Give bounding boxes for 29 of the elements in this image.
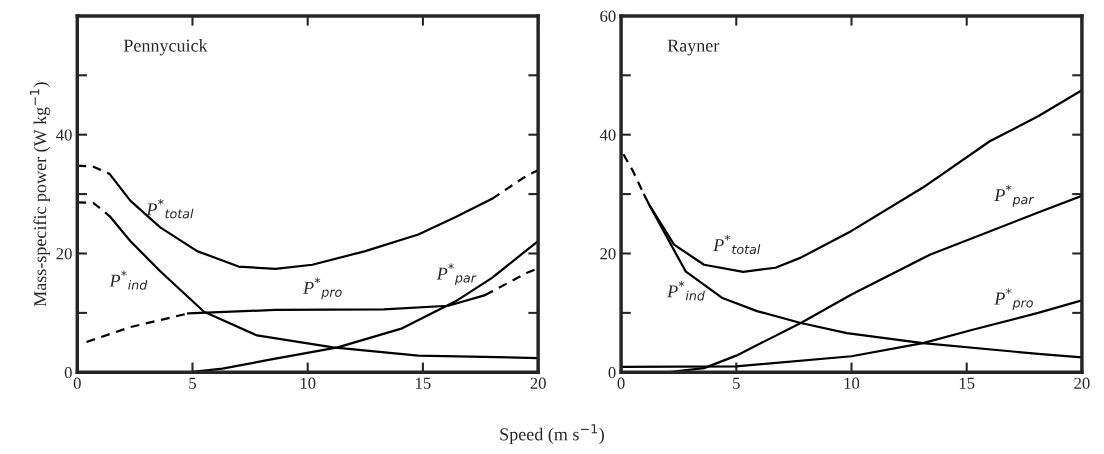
y-tick-label: 20 [56, 248, 72, 260]
y-tick-label: 20 [600, 248, 616, 260]
y-tick-label: 60 [600, 10, 616, 22]
x-tick-label: 15 [416, 377, 431, 389]
y-axis-title: Mass-specific power (W kg$^{−1}$) [29, 82, 50, 307]
x-tick-label: 5 [189, 377, 197, 389]
y-tick-label: 0 [608, 366, 616, 379]
x-axis-title: Speed (m s$^{−1}$) [500, 424, 604, 445]
annotation: P$^{*}$$_{pro}$ [994, 288, 1033, 311]
x-tick-label: 0 [73, 377, 81, 389]
annotation: P$^{*}$$_{par}$ [994, 184, 1035, 207]
y-tick-label: 40 [56, 129, 72, 141]
x-tick-label: 10 [844, 377, 860, 389]
x-tick-label: 20 [1074, 377, 1090, 389]
annotation: P$^{*}$$_{pro}$ [303, 277, 342, 300]
annotation: P$^{*}$$_{ind}$ [109, 270, 148, 290]
y-tick-label: 0 [64, 366, 72, 379]
annotation: P$^{*}$$_{total}$ [146, 199, 194, 219]
annotation: P$^{*}$$_{par}$ [436, 263, 477, 286]
text: Rayner [667, 39, 720, 56]
annotation: P$^{*}$$_{total}$ [713, 234, 761, 255]
y-tick-label: 40 [599, 129, 616, 141]
x-tick-label: 20 [530, 377, 546, 389]
x-tick-label: 15 [959, 377, 975, 389]
x-tick-label: 10 [300, 377, 316, 389]
x-tick-label: 5 [733, 377, 740, 389]
x-tick-label: 0 [617, 377, 625, 389]
text: Pennycuick [123, 39, 208, 56]
annotation: P$^{*}$$_{ind}$ [667, 281, 705, 301]
